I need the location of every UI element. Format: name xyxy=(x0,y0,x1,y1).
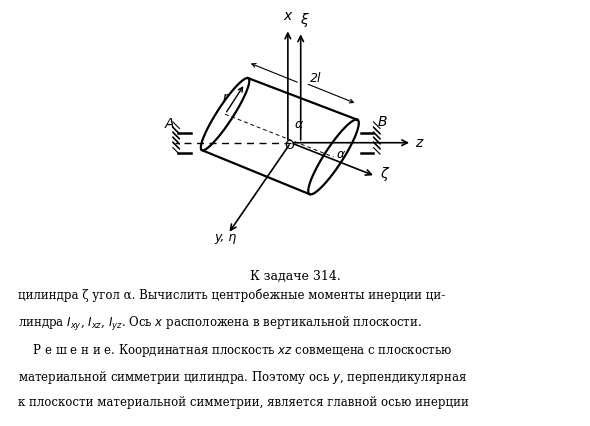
Text: 2l: 2l xyxy=(310,72,322,85)
Text: α: α xyxy=(336,148,345,161)
Text: z: z xyxy=(415,136,422,150)
Text: линдра $I_{xy}$, $I_{xz}$, $I_{yz}$. Ось $x$ расположена в вертикальной плоскост: линдра $I_{xy}$, $I_{xz}$, $I_{yz}$. Ось… xyxy=(18,315,422,333)
Text: материальной симметрии цилиндра. Поэтому ось $y$, перпендикулярная: материальной симметрии цилиндра. Поэтому… xyxy=(18,369,467,386)
Text: A: A xyxy=(165,118,175,132)
Text: O: O xyxy=(284,139,294,152)
Text: К задаче 314.: К задаче 314. xyxy=(250,271,340,283)
Text: B: B xyxy=(378,115,387,129)
Text: к плоскости материальной симметрии, является главной осью инерции: к плоскости материальной симметрии, явля… xyxy=(18,396,468,409)
Text: r: r xyxy=(222,90,227,104)
Text: y, η: y, η xyxy=(214,231,236,244)
Text: ξ: ξ xyxy=(300,13,307,27)
Text: x: x xyxy=(284,9,292,23)
Text: ζ: ζ xyxy=(380,167,388,181)
Text: цилиндра ζ угол α. Вычислить центробежные моменты инерции ци-: цилиндра ζ угол α. Вычислить центробежны… xyxy=(18,288,445,302)
Text: α: α xyxy=(294,118,303,132)
Text: Р е ш е н и е. Координатная плоскость $xz$ совмещена с плоскостью: Р е ш е н и е. Координатная плоскость $x… xyxy=(18,342,452,359)
